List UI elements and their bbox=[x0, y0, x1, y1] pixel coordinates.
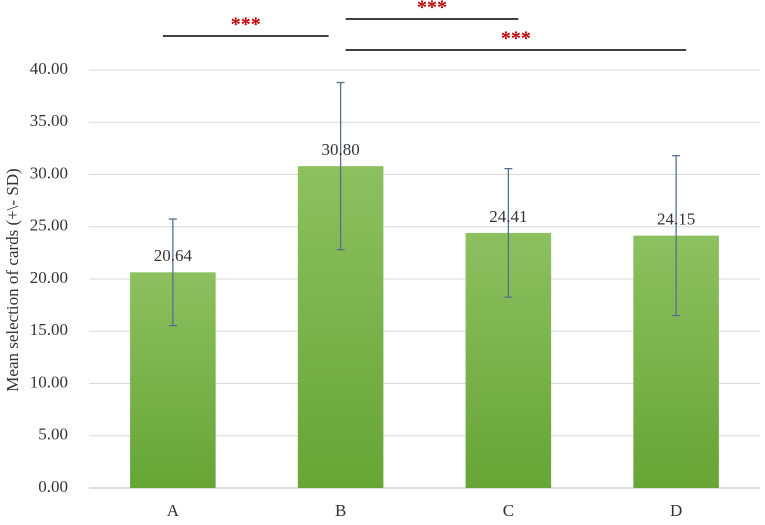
y-axis-title: Mean selection of cards (+\- SD) bbox=[3, 168, 22, 391]
error-bar bbox=[168, 218, 177, 327]
significance-stars: *** bbox=[417, 0, 447, 19]
y-tick-label: 40.00 bbox=[30, 59, 68, 78]
y-tick-label: 0.00 bbox=[38, 477, 68, 496]
value-label: 24.15 bbox=[657, 210, 695, 229]
y-tick-label: 5.00 bbox=[38, 425, 68, 444]
y-tick-label: 15.00 bbox=[30, 320, 68, 339]
y-tick-label: 30.00 bbox=[30, 163, 68, 182]
error-bar bbox=[672, 155, 681, 317]
x-tick-label: B bbox=[335, 501, 346, 520]
x-tick-label: D bbox=[670, 501, 682, 520]
y-tick-label: 25.00 bbox=[30, 216, 68, 235]
y-tick-label: 35.00 bbox=[30, 111, 68, 130]
value-label: 24.41 bbox=[489, 207, 527, 226]
value-label: 30.80 bbox=[322, 140, 360, 159]
error-bar bbox=[504, 167, 513, 298]
x-tick-label: C bbox=[503, 501, 514, 520]
significance-stars: *** bbox=[501, 28, 531, 50]
x-tick-label: A bbox=[167, 501, 180, 520]
value-label: 20.64 bbox=[154, 246, 193, 265]
y-tick-label: 10.00 bbox=[30, 372, 68, 391]
significance-stars: *** bbox=[231, 14, 261, 36]
y-tick-label: 20.00 bbox=[30, 268, 68, 287]
error-bar bbox=[336, 81, 345, 251]
